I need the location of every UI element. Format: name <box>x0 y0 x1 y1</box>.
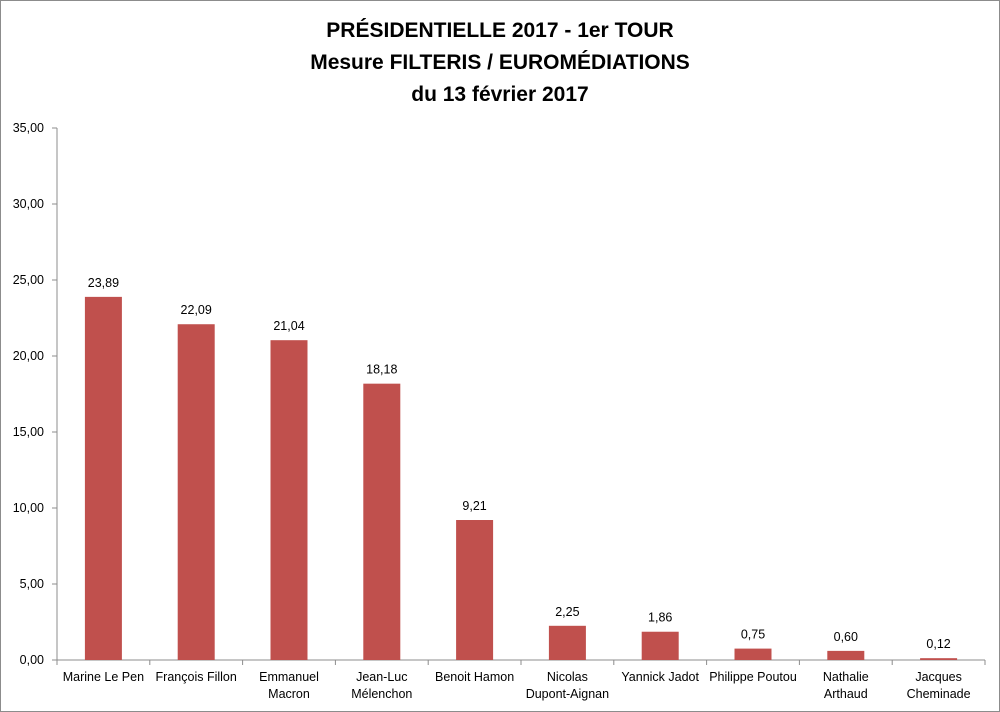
data-label: 9,21 <box>462 499 486 513</box>
data-label: 0,12 <box>926 637 950 651</box>
bar <box>270 340 308 660</box>
category-label: Mélenchon <box>351 687 412 701</box>
category-label: Nicolas <box>547 670 588 684</box>
category-label: Nathalie <box>823 670 869 684</box>
y-tick-label: 35,00 <box>13 121 44 135</box>
bar <box>827 650 865 660</box>
bar <box>920 658 958 660</box>
category-label: Macron <box>268 687 310 701</box>
bar <box>456 520 494 660</box>
y-tick-label: 0,00 <box>20 653 44 667</box>
data-label: 0,60 <box>834 630 858 644</box>
bar <box>641 631 679 660</box>
data-label: 22,09 <box>181 303 212 317</box>
data-label: 21,04 <box>273 319 304 333</box>
chart-title-line-2: Mesure FILTERIS / EUROMÉDIATIONS <box>310 51 690 74</box>
bar <box>363 383 401 660</box>
data-label: 1,86 <box>648 611 672 625</box>
data-label: 0,75 <box>741 628 765 642</box>
y-tick-label: 20,00 <box>13 349 44 363</box>
category-label: Benoit Hamon <box>435 670 514 684</box>
category-label: Jacques <box>915 670 962 684</box>
category-label: Marine Le Pen <box>63 670 144 684</box>
y-tick-label: 25,00 <box>13 273 44 287</box>
y-tick-label: 5,00 <box>20 577 44 591</box>
data-label: 18,18 <box>366 363 397 377</box>
chart-title-line-3: du 13 février 2017 <box>411 83 589 106</box>
category-label: Emmanuel <box>259 670 319 684</box>
bar <box>84 296 122 660</box>
y-tick-label: 30,00 <box>13 197 44 211</box>
category-label: Cheminade <box>907 687 971 701</box>
category-label: François Fillon <box>156 670 237 684</box>
data-label: 2,25 <box>555 605 579 619</box>
category-label: Arthaud <box>824 687 868 701</box>
data-label: 23,89 <box>88 276 119 290</box>
category-label: Philippe Poutou <box>709 670 797 684</box>
category-label: Dupont-Aignan <box>526 687 609 701</box>
chart-title-line-1: PRÉSIDENTIELLE 2017 - 1er TOUR <box>326 19 674 42</box>
category-label: Jean-Luc <box>356 670 407 684</box>
y-tick-label: 10,00 <box>13 501 44 515</box>
bar <box>734 648 772 660</box>
y-tick-label: 15,00 <box>13 425 44 439</box>
bar <box>548 625 586 660</box>
bar <box>177 324 215 660</box>
category-label: Yannick Jadot <box>621 670 699 684</box>
